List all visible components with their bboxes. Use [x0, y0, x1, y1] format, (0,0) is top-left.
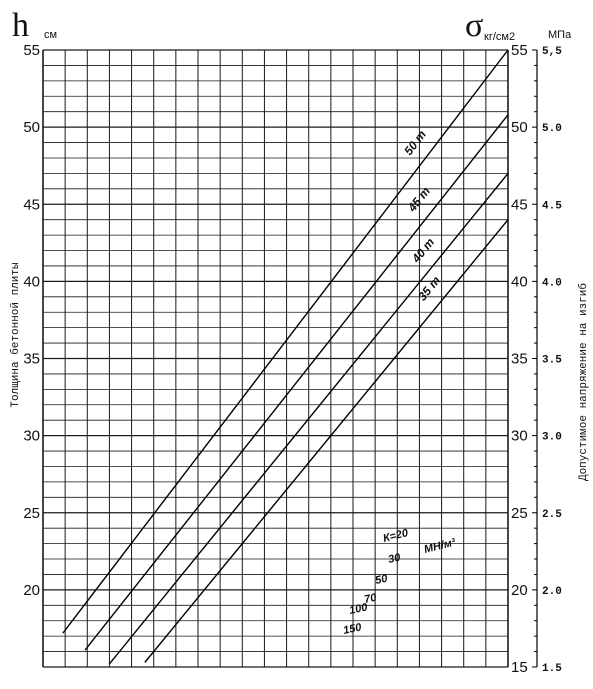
series-line-3 [108, 172, 509, 665]
series-lines [62, 49, 509, 665]
grid [42, 49, 538, 668]
k-label-value: 100 [348, 601, 369, 617]
mpa-tick-label: 3.0 [542, 432, 562, 444]
right-tick-label: 30 [511, 428, 528, 445]
right-tick-label: 45 [511, 196, 528, 213]
h-symbol: h [12, 7, 29, 44]
k-label-value: 150 [342, 621, 363, 637]
k-label-first: К=20 [382, 527, 410, 545]
left-tick-label: 30 [23, 428, 40, 445]
k-label-value: 30 [387, 551, 402, 565]
right-tick-label: 50 [511, 119, 528, 136]
mpa-unit: МПа [548, 29, 572, 41]
right-tick-label: 20 [511, 582, 528, 599]
left-axis-label: Толщина бетонной плиты [9, 262, 22, 408]
mpa-tick-label: 4.5 [542, 200, 562, 212]
left-tick-label: 55 [23, 42, 40, 59]
k-unit: МН/м³ [423, 536, 457, 555]
right-tick-label: 35 [511, 351, 528, 368]
right-tick-label: 15 [511, 659, 528, 676]
right-tick-label: 55 [511, 42, 528, 59]
k-label-value: 70 [363, 591, 378, 605]
right-tick-label: 40 [511, 273, 528, 290]
series-line-1 [62, 49, 509, 634]
mpa-tick-label: 5.0 [542, 123, 562, 135]
sigma-symbol: σ [465, 7, 483, 44]
left-tick-label: 40 [23, 273, 40, 290]
mpa-tick-label: 2.0 [542, 586, 562, 598]
left-tick-label: 50 [23, 119, 40, 136]
h-unit: см [44, 29, 57, 41]
left-tick-label: 20 [23, 582, 40, 599]
right-tick-label: 25 [511, 505, 528, 522]
outer-axis-label: Допустимое напряжение на изгиб [577, 283, 590, 481]
left-tick-label: 45 [23, 196, 40, 213]
mpa-tick-label: 1.5 [542, 663, 562, 675]
left-tick-label: 35 [23, 351, 40, 368]
series-line-2 [84, 114, 509, 651]
mpa-tick-label: 2.5 [542, 509, 562, 521]
left-tick-label: 25 [23, 505, 40, 522]
chart-labels: 50 т45 т40 т35 т555045403530252055504540… [9, 7, 590, 676]
mpa-tick-label: 5,5 [542, 46, 562, 58]
series-line-4 [144, 219, 509, 663]
k-label-value: 50 [374, 572, 389, 586]
mpa-tick-label: 3.5 [542, 355, 562, 367]
sigma-unit: кг/см2 [484, 31, 515, 43]
mpa-tick-label: 4.0 [542, 277, 562, 289]
